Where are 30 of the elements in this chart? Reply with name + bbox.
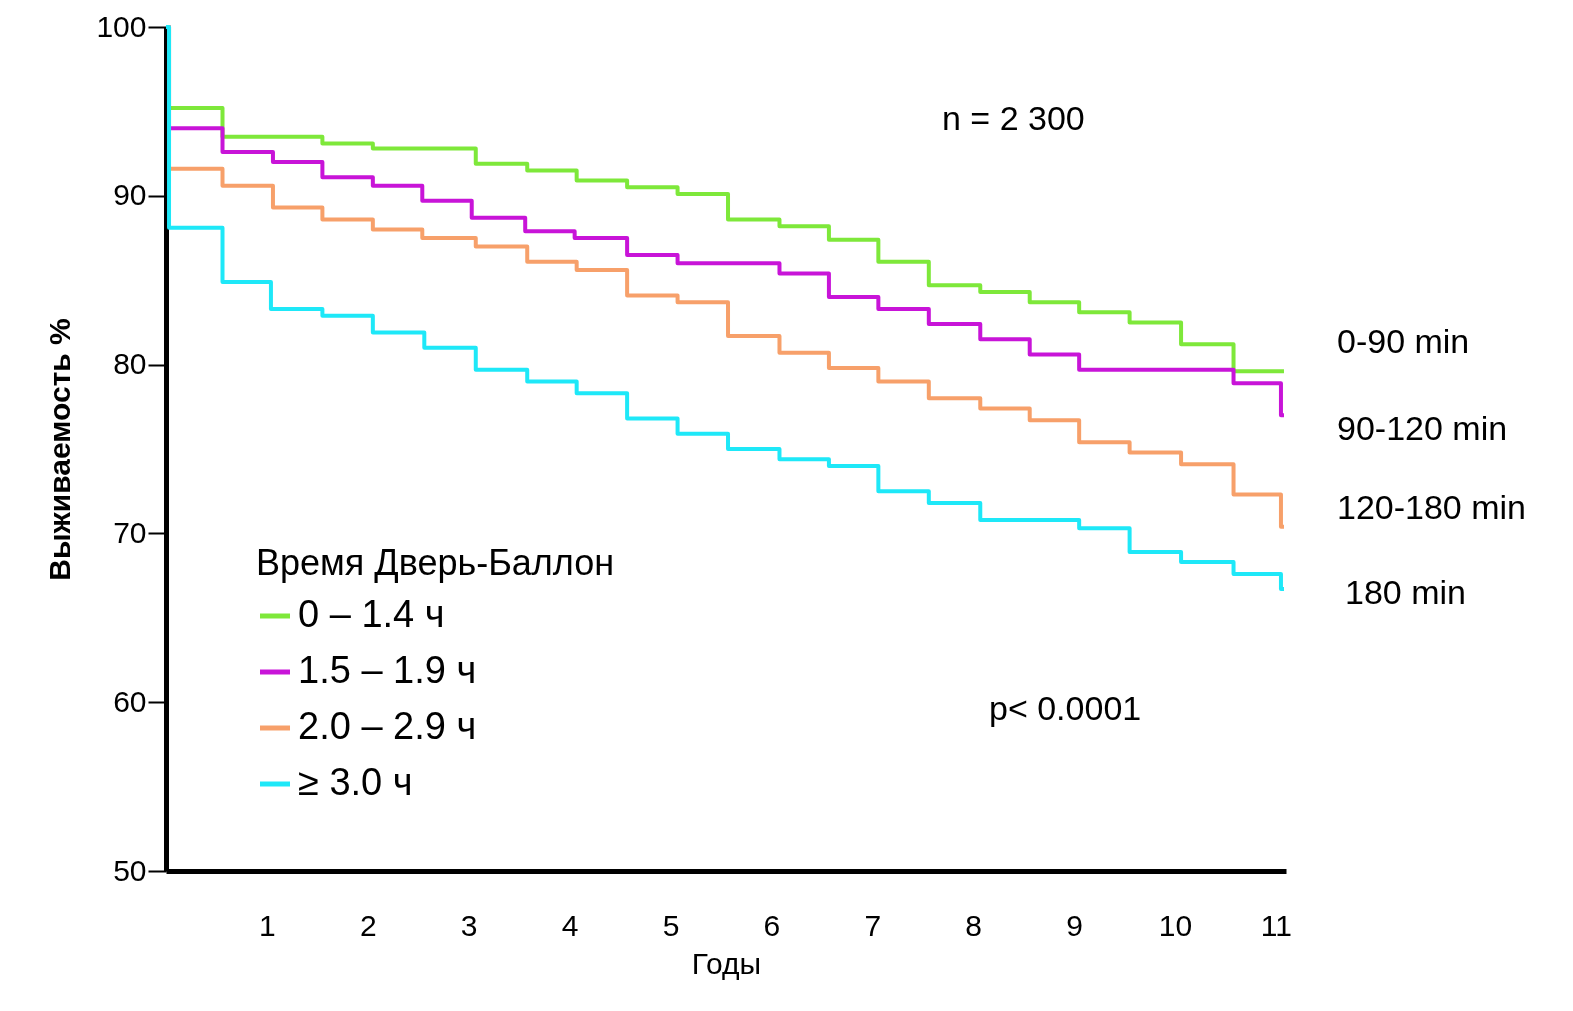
x-tick-label: 10 <box>1158 908 1193 942</box>
y-tick-label: 90 <box>113 178 147 212</box>
legend-label: 0 – 1.4 ч <box>298 593 445 635</box>
text: 180 min <box>1345 573 1466 611</box>
x-tick-label: 1 <box>259 908 276 942</box>
annotation: p< 0.0001 <box>989 689 1142 727</box>
text: 90-120 min <box>1337 409 1508 447</box>
x-tick-label: 4 <box>561 908 579 942</box>
y-tick-label: 70 <box>113 515 147 549</box>
legend-title: Время Дверь-Баллон <box>256 542 615 583</box>
legend-label: 2.0 – 2.9 ч <box>298 705 477 747</box>
text: 120-180 min <box>1337 488 1527 526</box>
y-tick-label: 100 <box>96 9 147 43</box>
text: 0-90 min <box>1337 322 1470 360</box>
x-tick-label: 2 <box>359 908 377 942</box>
legend-label: 1.5 – 1.9 ч <box>298 649 477 691</box>
x-tick-label: 11 <box>1260 908 1292 942</box>
y-tick-label: 80 <box>113 347 147 381</box>
y-tick-label: 60 <box>113 684 147 718</box>
x-tick-label: 6 <box>763 908 781 942</box>
x-tick-label: 3 <box>460 908 478 942</box>
x-axis-title: Годы <box>691 946 762 980</box>
y-axis-title: Выживаемость % <box>43 318 77 581</box>
y-tick-label: 50 <box>113 853 147 887</box>
legend-label: ≥ 3.0 ч <box>298 761 413 803</box>
x-tick-label: 7 <box>864 908 882 942</box>
annotation: n = 2 300 <box>942 99 1085 137</box>
x-tick-label: 8 <box>965 908 983 942</box>
x-tick-label: 5 <box>662 908 680 942</box>
x-tick-label: 9 <box>1066 908 1083 942</box>
